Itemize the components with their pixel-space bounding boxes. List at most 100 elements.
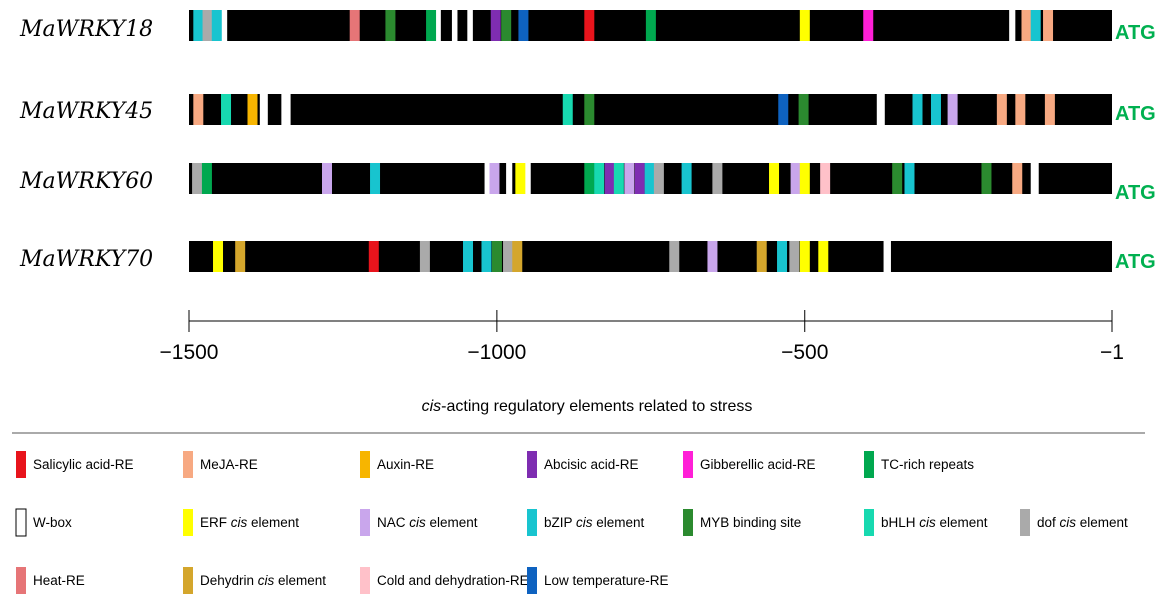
w-box-gap bbox=[524, 162, 531, 195]
cis-element-salicylic bbox=[368, 241, 379, 272]
w-box-gap bbox=[883, 240, 891, 273]
legend-label-part: Cold and dehydration-RE bbox=[377, 573, 529, 588]
cis-element-tc-rich bbox=[584, 163, 595, 194]
legend-label: Salicylic acid-RE bbox=[33, 457, 134, 472]
legend-label: MeJA-RE bbox=[200, 457, 258, 472]
legend-item: dof cis element bbox=[1020, 509, 1128, 536]
cis-element-erf bbox=[799, 241, 810, 272]
legend-label-part: element bbox=[1076, 515, 1128, 530]
cis-element-dof bbox=[419, 241, 430, 272]
legend-label: W-box bbox=[33, 515, 72, 530]
w-box-gap bbox=[484, 162, 491, 195]
legend-item: bZIP cis element bbox=[527, 509, 645, 536]
legend-label-part: element bbox=[936, 515, 988, 530]
legend-swatch bbox=[360, 567, 370, 594]
legend-label-part: MeJA-RE bbox=[200, 457, 258, 472]
w-box-gap bbox=[435, 9, 441, 42]
legend-swatch bbox=[16, 567, 26, 594]
cis-element-myb bbox=[385, 10, 396, 41]
cis-element-dof bbox=[202, 10, 213, 41]
cis-element-dof bbox=[669, 241, 680, 272]
tick-label: −500 bbox=[781, 341, 828, 364]
legend-label: Cold and dehydration-RE bbox=[377, 573, 529, 588]
axis-title-part: -acting regulatory elements related to s… bbox=[441, 398, 752, 415]
cis-element-meja bbox=[1043, 10, 1054, 41]
promoter-bar bbox=[189, 94, 1112, 125]
cis-element-bzip bbox=[644, 163, 655, 194]
legend-item: TC-rich repeats bbox=[864, 451, 974, 478]
cis-element-bzip bbox=[370, 163, 381, 194]
cis-element-nac bbox=[790, 163, 801, 194]
cis-element-abcisic bbox=[634, 163, 645, 194]
cis-element-erf bbox=[818, 241, 829, 272]
legend-item: Auxin-RE bbox=[360, 451, 434, 478]
legend-label-part: element bbox=[593, 515, 645, 530]
legend-label-part: Heat-RE bbox=[33, 573, 85, 588]
legend-label-part: dof bbox=[1037, 515, 1060, 530]
cis-element-meja bbox=[1012, 163, 1023, 194]
cis-element-erf bbox=[769, 163, 780, 194]
axis-title-part: cis bbox=[422, 398, 442, 415]
gene-row: MaWRKY18 ATG bbox=[19, 9, 1156, 44]
cis-element-heat bbox=[349, 10, 360, 41]
legend-label-part: Gibberellic acid-RE bbox=[700, 457, 816, 472]
cis-element-bzip bbox=[1030, 10, 1041, 41]
legend-label-part: TC-rich repeats bbox=[881, 457, 974, 472]
cis-element-meja bbox=[1015, 94, 1026, 125]
legend-label: Dehydrin cis element bbox=[200, 573, 326, 588]
cis-element-nac bbox=[947, 94, 958, 125]
cis-element-tc-rich bbox=[426, 10, 437, 41]
legend-label-part: ERF bbox=[200, 515, 231, 530]
position-axis: −1500 −1000 −500 −1 cis-acting regulatory el… bbox=[160, 310, 1124, 415]
cis-element-abcisic bbox=[604, 163, 615, 194]
legend-swatch bbox=[1020, 509, 1030, 536]
legend-item: bHLH cis element bbox=[864, 509, 988, 536]
legend-item: Dehydrin cis element bbox=[183, 567, 326, 594]
cis-element-bzip bbox=[681, 163, 692, 194]
promoter-bar bbox=[189, 241, 1112, 272]
legend-swatch bbox=[683, 451, 693, 478]
legend-label-part: MYB binding site bbox=[700, 515, 801, 530]
legend-label-part: cis bbox=[919, 515, 936, 530]
cis-element-bzip bbox=[481, 241, 492, 272]
cis-element-dof bbox=[653, 163, 664, 194]
cis-element-erf bbox=[799, 10, 810, 41]
legend-label: Heat-RE bbox=[33, 573, 85, 588]
cis-element-nac bbox=[624, 163, 635, 194]
legend-label-part: cis bbox=[231, 515, 248, 530]
legend-item: MeJA-RE bbox=[183, 451, 258, 478]
legend-swatch bbox=[864, 451, 874, 478]
cis-element-myb bbox=[981, 163, 992, 194]
legend-label-part: cis bbox=[409, 515, 426, 530]
w-box-gap bbox=[876, 93, 885, 126]
legend-item: NAC cis element bbox=[360, 509, 478, 536]
legend-label-part: cis bbox=[576, 515, 593, 530]
w-box-gap bbox=[1030, 162, 1039, 195]
gene-name: MaWRKY18 bbox=[19, 17, 153, 42]
atg-label: ATG bbox=[1115, 182, 1156, 204]
gene-name: MaWRKY45 bbox=[19, 99, 153, 124]
legend-label: Auxin-RE bbox=[377, 457, 434, 472]
legend-label: bHLH cis element bbox=[881, 515, 988, 530]
gene-name: MaWRKY60 bbox=[19, 169, 153, 194]
cis-element-bhlh bbox=[221, 94, 232, 125]
legend-item: Cold and dehydration-RE bbox=[360, 567, 529, 594]
legend-label-part: W-box bbox=[33, 515, 72, 530]
legend-swatch bbox=[360, 509, 370, 536]
cis-element-colddehyd bbox=[820, 163, 831, 194]
legend-label: dof cis element bbox=[1037, 515, 1128, 530]
atg-label: ATG bbox=[1115, 103, 1156, 125]
legend-swatch bbox=[16, 451, 26, 478]
legend-label: Low temperature-RE bbox=[544, 573, 669, 588]
legend-label: Abcisic acid-RE bbox=[544, 457, 639, 472]
legend-swatch bbox=[864, 509, 874, 536]
legend-swatch bbox=[527, 509, 537, 536]
legend-swatch bbox=[15, 508, 27, 537]
cis-element-bzip bbox=[211, 10, 222, 41]
tick-label: −1000 bbox=[467, 341, 526, 364]
cis-element-meja bbox=[1044, 94, 1055, 125]
legend-swatch bbox=[527, 451, 537, 478]
